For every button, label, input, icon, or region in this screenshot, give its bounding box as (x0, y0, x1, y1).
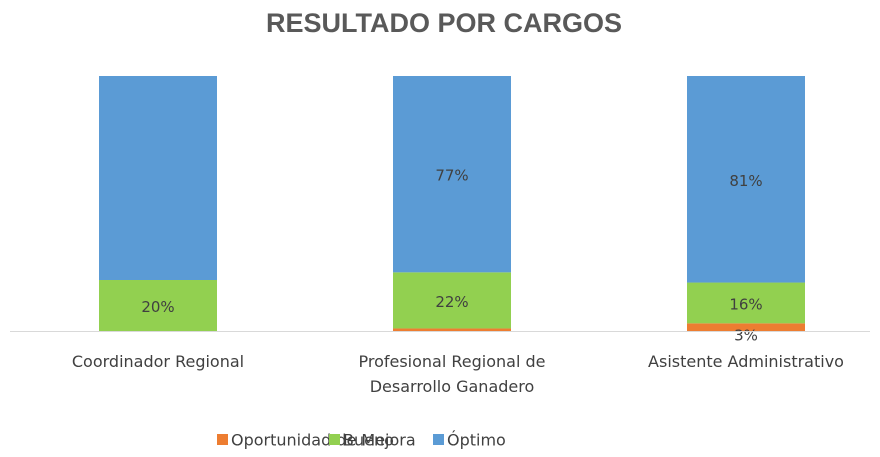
legend-label: Óptimo (447, 431, 506, 450)
chart-title: RESULTADO POR CARGOS (266, 8, 622, 38)
legend-label: Oportunidad de Mejora (231, 431, 416, 450)
bar-segment (99, 76, 217, 280)
x-tick-label: Coordinador Regional (71, 352, 245, 371)
data-label: 3% (734, 327, 758, 345)
data-label: 20% (141, 298, 174, 316)
data-label: 77% (435, 167, 468, 185)
legend-swatch (433, 434, 444, 445)
bar-segment (687, 323, 805, 331)
bar-segment (393, 76, 511, 273)
legend-swatch (217, 434, 228, 445)
legend-label: Bueno (343, 431, 394, 450)
bar-segment (687, 282, 805, 324)
data-label: 22% (435, 293, 468, 311)
bar-segment (687, 76, 805, 283)
x-tick-label: Asistente Administrativo (648, 352, 844, 371)
bar-segment (393, 328, 511, 331)
bar-segment (393, 272, 511, 329)
bar-segment (99, 280, 217, 331)
data-label: 16% (729, 295, 762, 313)
data-label: 81% (729, 172, 762, 190)
x-tick-label: Profesional Regional de Desarrollo Ganad… (358, 352, 546, 396)
legend-swatch (329, 434, 340, 445)
